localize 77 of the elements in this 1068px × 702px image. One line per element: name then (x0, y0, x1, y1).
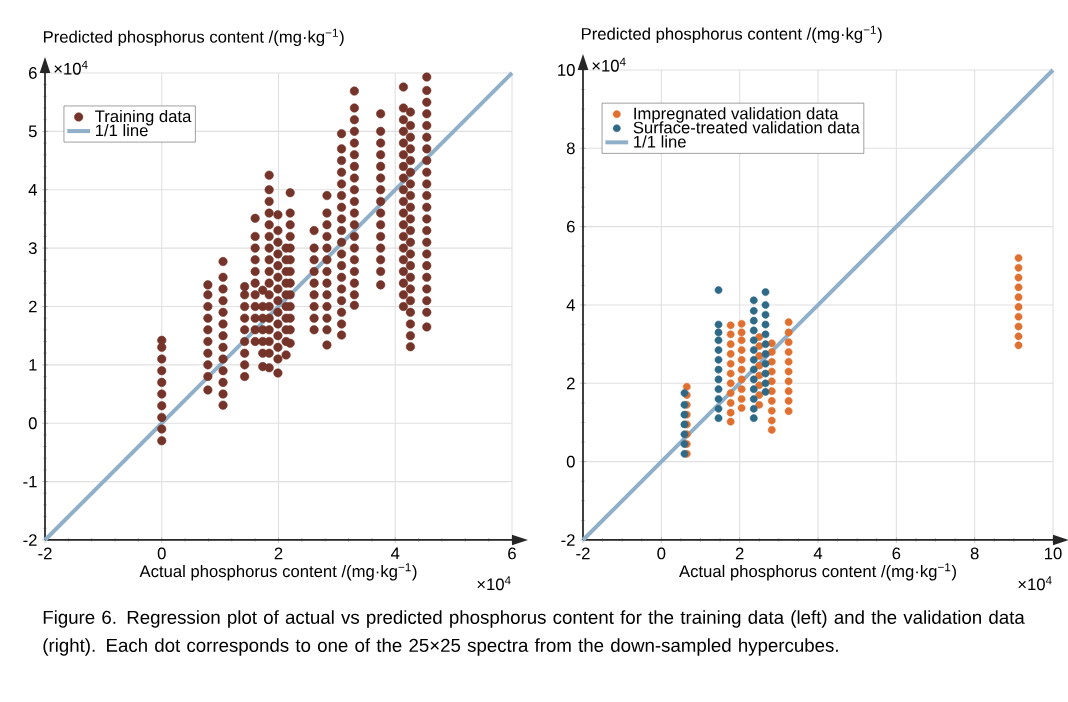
point (714, 404, 723, 413)
point (749, 336, 758, 345)
point (714, 385, 723, 394)
x-axis-title: Actual phosphorus content /(mg·kg$^{−1}$) (139, 563, 417, 581)
point (714, 355, 723, 364)
point (749, 296, 758, 305)
point (714, 336, 723, 345)
annotation: ×10$^{4}$ (54, 60, 88, 75)
x-axis-title: Actual phosphorus content /(mg·kg$^{−1}$) (679, 563, 956, 581)
point (714, 346, 723, 354)
legend-label: Surface-treated validation data (633, 121, 860, 134)
y-tick-label: 4 (28, 184, 37, 196)
point (749, 306, 758, 315)
point (761, 369, 770, 378)
point (749, 395, 758, 403)
x-tick-label: 8 (970, 547, 979, 560)
point (749, 346, 758, 354)
y-tick-label: -2 (23, 534, 37, 546)
point (761, 330, 770, 339)
point (714, 365, 723, 374)
y-tick-label: 2 (29, 300, 37, 313)
point (714, 320, 723, 329)
point (761, 359, 770, 368)
x-tick-label: 0 (657, 547, 666, 560)
y-tick-label: 8 (566, 142, 575, 155)
point (761, 310, 770, 319)
x-tick-label: -2 (38, 547, 52, 560)
point (714, 328, 723, 337)
y-tick-label: 6 (29, 67, 37, 79)
y-axis-title: Predicted phosphorus content /(mg·kg$^{−1}$) (43, 28, 344, 47)
point (749, 404, 758, 413)
y-tick-label: 1 (29, 359, 37, 371)
text: ×10$^{4}$ (1018, 576, 1052, 591)
y-tick-label: 0 (28, 417, 37, 430)
x-tick-label: 10 (1045, 547, 1062, 560)
y-tick-label: 6 (567, 220, 575, 233)
y-axis-title: Predicted phosphorus content /(mg·kg$^{−1}$) (581, 25, 882, 44)
point (749, 365, 758, 374)
legend-label: Training data (95, 109, 192, 126)
x-tick-label: 6 (508, 547, 516, 560)
legend-label: 1/1 line (634, 135, 686, 148)
y-tick-label: 0 (566, 455, 575, 468)
point (761, 320, 770, 329)
point (714, 414, 723, 423)
point (714, 286, 723, 294)
point (761, 388, 770, 396)
legend-label: 1/1 line (95, 124, 148, 137)
point (761, 288, 770, 296)
y-tick-label: 4 (566, 299, 575, 311)
x-tick-label: 4 (390, 547, 400, 560)
point (749, 414, 758, 423)
point (749, 316, 758, 325)
point (714, 375, 723, 384)
caption: Figure 6. Regression plot of actual vs predicted phosphorus content for the training data (left) and the validation data (right). Each dot corresponds to one of the 25×25 spectra from the down-sampled hypercubes. (43, 610, 1025, 656)
x-tick-label: 2 (735, 547, 744, 560)
point (761, 379, 770, 388)
x-tick-label: 2 (274, 547, 283, 560)
text: ×10$^{4}$ (477, 576, 511, 591)
y-tick-label: 10 (558, 64, 575, 76)
point (749, 326, 758, 335)
point (749, 355, 758, 364)
y-tick-label: -2 (561, 534, 575, 546)
x-tick-label: 0 (157, 547, 166, 560)
point (761, 350, 770, 358)
x-tick-label: 4 (813, 547, 823, 560)
point (761, 301, 770, 309)
annotation: ×10$^{4}$ (592, 57, 626, 72)
y-tick-label: -1 (23, 475, 37, 488)
y-tick-label: 2 (567, 377, 575, 390)
x-tick-label: -2 (576, 547, 590, 560)
point (761, 340, 770, 349)
point (749, 375, 758, 384)
point (749, 385, 758, 394)
y-tick-label: 3 (28, 242, 37, 255)
x-tick-label: 6 (892, 547, 901, 560)
y-tick-label: 5 (28, 125, 37, 138)
point (714, 395, 723, 403)
